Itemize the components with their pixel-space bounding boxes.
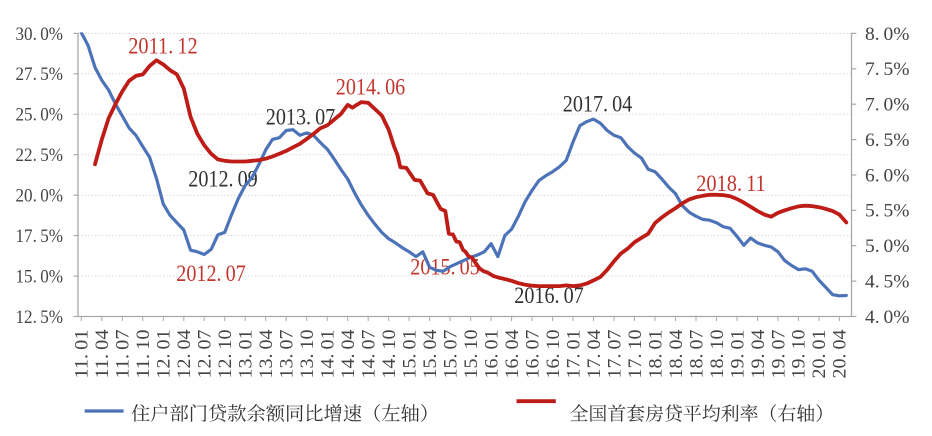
svg-text:30. 0%: 30. 0% [16,25,64,45]
svg-text:7. 0%: 7. 0% [865,96,910,116]
svg-text:2018. 11: 2018. 11 [696,171,766,196]
svg-text:11. 07: 11. 07 [113,330,134,379]
svg-text:17. 07: 17. 07 [604,330,625,379]
svg-text:25. 0%: 25. 0% [16,106,64,126]
svg-text:20. 04: 20. 04 [830,329,851,379]
svg-text:16. 04: 16. 04 [502,329,523,379]
svg-text:12. 04: 12. 04 [174,329,195,379]
svg-text:19. 07: 19. 07 [768,330,789,379]
svg-text:12. 07: 12. 07 [195,330,216,379]
svg-text:12. 10: 12. 10 [215,330,236,379]
svg-text:18. 01: 18. 01 [645,330,666,379]
svg-text:19. 01: 19. 01 [727,330,748,379]
svg-text:15. 10: 15. 10 [461,330,482,379]
svg-text:8. 0%: 8. 0% [865,25,910,45]
svg-text:13. 04: 13. 04 [256,329,277,379]
svg-text:2014. 06: 2014. 06 [336,75,406,100]
svg-text:5. 0%: 5. 0% [865,237,910,257]
svg-text:4. 0%: 4. 0% [865,308,910,328]
svg-text:11. 01: 11. 01 [72,330,93,379]
svg-text:12. 5%: 12. 5% [16,308,64,328]
svg-text:2012. 09: 2012. 09 [188,167,258,192]
svg-text:17. 10: 17. 10 [625,330,646,379]
svg-text:13. 07: 13. 07 [277,330,298,379]
svg-text:19. 10: 19. 10 [789,330,810,379]
svg-text:7. 5%: 7. 5% [865,60,910,80]
svg-text:14. 04: 14. 04 [338,329,359,379]
svg-text:14. 01: 14. 01 [318,330,339,379]
svg-text:15. 07: 15. 07 [440,330,461,379]
svg-text:12. 01: 12. 01 [154,330,175,379]
svg-text:2011. 12: 2011. 12 [128,34,198,59]
svg-text:11. 04: 11. 04 [92,329,113,379]
svg-text:11. 10: 11. 10 [133,330,154,379]
svg-text:16. 07: 16. 07 [522,330,543,379]
svg-text:6. 0%: 6. 0% [865,166,910,186]
svg-text:4. 5%: 4. 5% [865,273,910,293]
svg-text:13. 10: 13. 10 [297,330,318,379]
svg-text:18. 10: 18. 10 [707,330,728,379]
svg-text:5. 5%: 5. 5% [865,202,910,222]
svg-text:13. 01: 13. 01 [236,330,257,379]
svg-text:17. 01: 17. 01 [563,330,584,379]
svg-text:14. 07: 14. 07 [359,330,380,379]
svg-text:20. 0%: 20. 0% [16,187,64,207]
svg-text:17. 04: 17. 04 [584,329,605,379]
svg-text:15. 01: 15. 01 [399,330,420,379]
svg-text:15. 0%: 15. 0% [16,268,64,288]
svg-text:20. 01: 20. 01 [809,330,830,379]
svg-text:22. 5%: 22. 5% [16,146,64,166]
svg-text:16. 01: 16. 01 [481,330,502,379]
svg-text:17. 5%: 17. 5% [16,227,64,247]
svg-text:2012. 07: 2012. 07 [176,261,246,286]
svg-text:2017. 04: 2017. 04 [563,92,633,117]
svg-text:18. 07: 18. 07 [686,330,707,379]
svg-text:27. 5%: 27. 5% [16,65,64,85]
svg-text:18. 04: 18. 04 [666,329,687,379]
svg-text:14. 10: 14. 10 [379,330,400,379]
svg-text:19. 04: 19. 04 [748,329,769,379]
svg-text:16. 10: 16. 10 [543,330,564,379]
svg-text:15. 04: 15. 04 [420,329,441,379]
svg-text:6. 5%: 6. 5% [865,131,910,151]
